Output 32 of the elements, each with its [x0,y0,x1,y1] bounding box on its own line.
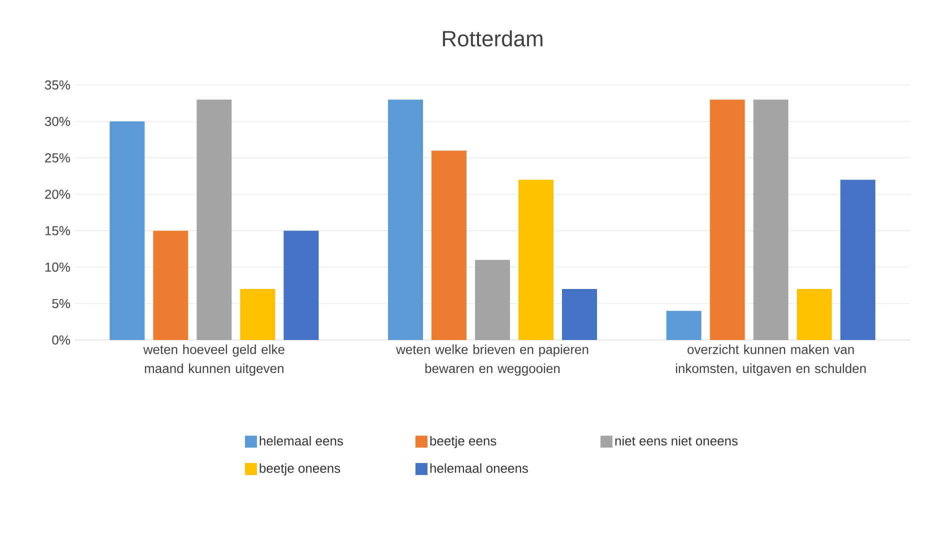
bar [388,100,424,340]
x-tick-label: weten welke brieven en papieren bewaren en weggooien [396,344,588,376]
y-tick-label: 20% [45,190,70,199]
bar [196,100,232,340]
bar [240,289,276,340]
bar [666,310,702,340]
bar [518,180,554,340]
x-tick-label: overzicht kunnen maken van inkomsten, uitgaven en schulden [676,344,866,376]
bar [753,100,788,340]
y-tick-label: 25% [45,153,70,162]
legend-label: beetje eens [430,436,496,448]
y-tick-label: 10% [45,262,70,272]
x-tick-label: weten hoeveel geld elke maand kunnen uitgeven [143,344,284,376]
y-tick-label: 5% [52,299,70,308]
bar [796,289,832,340]
bar [432,150,467,340]
chart-title: Rotterdam [442,30,542,46]
bar [562,289,598,340]
bar [475,260,510,340]
legend-label: helemaal oneens [430,463,528,473]
bar [153,230,188,340]
legend-label: beetje oneens [260,463,340,476]
y-tick-label: 0% [52,335,70,345]
legend-label: niet eens niet oneens [615,436,738,446]
y-tick-label: 15% [45,226,70,236]
y-tick-label: 35% [44,80,70,90]
bar [710,100,745,340]
y-tick-label: 30% [44,116,70,126]
bar [284,230,319,340]
legend-label: helemaal eens [260,436,343,446]
bar [840,180,876,340]
bar [110,121,145,340]
